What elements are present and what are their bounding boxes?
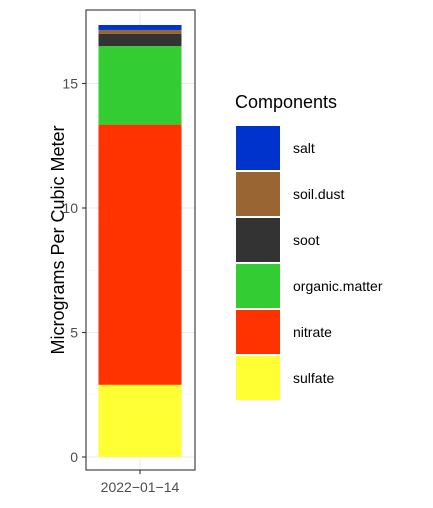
legend-label-nitrate: nitrate bbox=[293, 324, 332, 340]
legend: Components salt soil.dust soot organic.matt… bbox=[235, 92, 383, 400]
bar-segment-soil-dust bbox=[98, 29, 182, 34]
bar-segment-sulfate bbox=[98, 384, 182, 457]
legend-key-soot bbox=[236, 218, 280, 262]
legend-label-organic-matter: organic.matter bbox=[293, 278, 383, 294]
legend-label-sulfate: sulfate bbox=[293, 370, 334, 386]
legend-key-sulfate bbox=[236, 356, 280, 400]
legend-key-soil-dust bbox=[236, 172, 280, 216]
y-axis-title: Micrograms Per Cubic Meter bbox=[48, 125, 68, 354]
bar-segment-organic-matter bbox=[98, 46, 182, 125]
legend-label-salt: salt bbox=[293, 140, 315, 156]
x-axis: 2022−01−14 bbox=[101, 470, 180, 495]
legend-title: Components bbox=[235, 92, 337, 112]
y-tick-label: 10 bbox=[62, 200, 78, 216]
bar-segment-salt bbox=[98, 24, 182, 30]
y-tick-label: 5 bbox=[70, 325, 78, 341]
x-tick-label: 2022−01−14 bbox=[101, 479, 180, 495]
y-axis: 0 5 10 15 bbox=[62, 76, 86, 465]
legend-key-salt bbox=[236, 126, 280, 170]
y-tick-label: 0 bbox=[70, 449, 78, 465]
bar-segment-soot bbox=[98, 33, 182, 47]
legend-key-organic-matter bbox=[236, 264, 280, 308]
legend-label-soot: soot bbox=[293, 232, 320, 248]
bar-segments bbox=[98, 24, 182, 457]
bar-segment-nitrate bbox=[98, 124, 182, 385]
legend-label-soil-dust: soil.dust bbox=[293, 186, 344, 202]
y-tick-label: 15 bbox=[62, 76, 78, 92]
legend-key-nitrate bbox=[236, 310, 280, 354]
